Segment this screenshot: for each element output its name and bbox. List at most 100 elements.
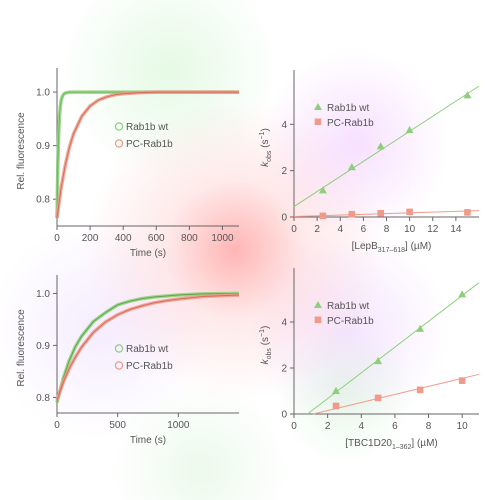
legend-marker xyxy=(314,316,322,324)
y-title-tail: (s xyxy=(260,337,271,348)
chart-panel-top-right: 0 2 4 6 8 10 12 14 0 2 4 Rab1b wt PC-Rab1b [LepB317–6… xyxy=(259,70,480,254)
data-point xyxy=(463,91,472,99)
legend-label: Rab1b wt xyxy=(126,122,168,133)
legend-label: Rab1b wt xyxy=(327,301,369,312)
x-title-tail: ] (µM) xyxy=(405,241,431,252)
x-tick-label: 0 xyxy=(54,420,60,431)
data-point xyxy=(374,356,383,365)
x-tick-label: 6 xyxy=(361,224,367,235)
x-axis-title: [TBC1D201–362] (µM) xyxy=(345,438,437,451)
x-title-sub: 317–618 xyxy=(378,247,405,254)
y-axis-title: kobs (s−1) xyxy=(259,326,273,365)
y-tick-label: 2 xyxy=(281,364,287,375)
y-title-main: k xyxy=(260,161,271,167)
fit-curve xyxy=(56,294,240,401)
legend-marker xyxy=(314,118,322,126)
y-title-end: ) xyxy=(260,326,271,329)
y-tick-label: 0.9 xyxy=(36,141,50,152)
x-tick-label: 600 xyxy=(148,233,165,244)
x-tick-label: 1000 xyxy=(167,420,190,431)
x-tick-label: 0 xyxy=(291,421,297,432)
y-tick-label: 0 xyxy=(281,213,287,224)
data-point xyxy=(406,208,413,216)
x-tick-label: 6 xyxy=(392,421,398,432)
chart-panel-bottom-left: 0 500 1000 0.8 0.9 1.0 Time (s) Rel. fluorescen… xyxy=(16,275,240,446)
chart-panel-top-left: 0 200 400 600 800 1000 0.8 0.9 1.0 Time (s) Rel. f… xyxy=(16,68,239,259)
x-tick-label: 8 xyxy=(426,421,432,432)
x-tick-label: 2 xyxy=(314,224,320,235)
x-tick-label: 8 xyxy=(384,224,390,235)
x-title-tail: ] (µM) xyxy=(411,438,437,449)
fit-line xyxy=(313,373,480,415)
legend-marker xyxy=(314,103,322,110)
data-point xyxy=(458,290,467,298)
x-tick-label: 4 xyxy=(358,421,364,432)
y-axis-title: kobs (s−1) xyxy=(259,128,273,167)
x-axis-title: Time (s) xyxy=(130,435,166,446)
data-point xyxy=(464,209,471,216)
x-tick-label: 12 xyxy=(427,224,439,235)
data-point xyxy=(458,377,466,384)
x-tick-label: 200 xyxy=(82,233,99,244)
legend-label: PC-Rab1b xyxy=(327,316,374,327)
x-tick-label: 800 xyxy=(181,233,198,244)
y-title-sub: obs xyxy=(266,348,273,360)
y-title-main: k xyxy=(260,358,271,364)
x-tick-label: 0 xyxy=(291,224,297,235)
x-title-main: [LepB xyxy=(352,241,378,252)
y-tick-label: 1.0 xyxy=(36,88,50,99)
series-2 xyxy=(313,373,480,415)
fit-line xyxy=(293,85,480,207)
data-point xyxy=(416,324,425,332)
fit-curve xyxy=(56,91,239,219)
x-tick-label: 1000 xyxy=(211,233,234,244)
y-axis-title: Rel. fluorescence xyxy=(16,309,27,387)
series-2 xyxy=(293,208,480,220)
legend-label: Rab1b wt xyxy=(327,103,369,114)
legend-marker xyxy=(114,139,124,148)
y-title-sub: obs xyxy=(266,150,273,162)
y-tick-label: 0.8 xyxy=(36,195,50,206)
series-2 xyxy=(55,90,239,219)
series-2 xyxy=(55,293,240,401)
legend-label: Rab1b wt xyxy=(126,344,168,355)
fit-curve xyxy=(56,292,240,403)
data-point xyxy=(348,210,356,218)
x-axis-title: [LepB317–618] (µM) xyxy=(352,241,432,254)
chart-panel-bottom-right: 0 2 4 6 8 10 0 2 4 Rab1b wt PC-Rab1b [TBC1D201–362]… xyxy=(259,268,480,451)
x-tick-label: 10 xyxy=(404,224,416,235)
data-point xyxy=(377,209,385,217)
x-tick-label: 0 xyxy=(54,233,60,244)
fit-curve xyxy=(56,91,239,219)
legend-marker xyxy=(114,361,124,370)
x-tick-label: 10 xyxy=(457,421,469,432)
legend-label: PC-Rab1b xyxy=(126,139,173,150)
y-title-sup: −1 xyxy=(259,329,266,337)
series-1 xyxy=(307,282,480,415)
data-point xyxy=(332,402,340,410)
y-tick-label: 0.9 xyxy=(36,341,50,352)
data-point xyxy=(405,125,414,134)
x-tick-label: 4 xyxy=(337,224,343,235)
data-point xyxy=(347,162,356,171)
legend-marker xyxy=(114,122,124,131)
y-tick-label: 1.0 xyxy=(36,289,50,300)
y-title-tail: (s xyxy=(260,139,271,150)
series-1 xyxy=(293,85,480,207)
y-title-sup: −1 xyxy=(259,131,266,139)
series-1 xyxy=(55,90,239,219)
data-point xyxy=(374,394,382,402)
data-trace xyxy=(55,90,239,219)
y-tick-label: 2 xyxy=(281,166,287,177)
legend-label: PC-Rab1b xyxy=(327,118,374,129)
y-tick-label: 4 xyxy=(281,318,287,329)
legend-marker xyxy=(114,344,124,353)
y-tick-label: 0.8 xyxy=(36,393,50,404)
x-tick-label: 14 xyxy=(450,224,462,235)
y-title-end: ) xyxy=(260,128,271,131)
data-point xyxy=(416,386,424,394)
y-tick-label: 0 xyxy=(281,410,287,421)
y-axis-title: Rel. fluorescence xyxy=(16,112,27,190)
